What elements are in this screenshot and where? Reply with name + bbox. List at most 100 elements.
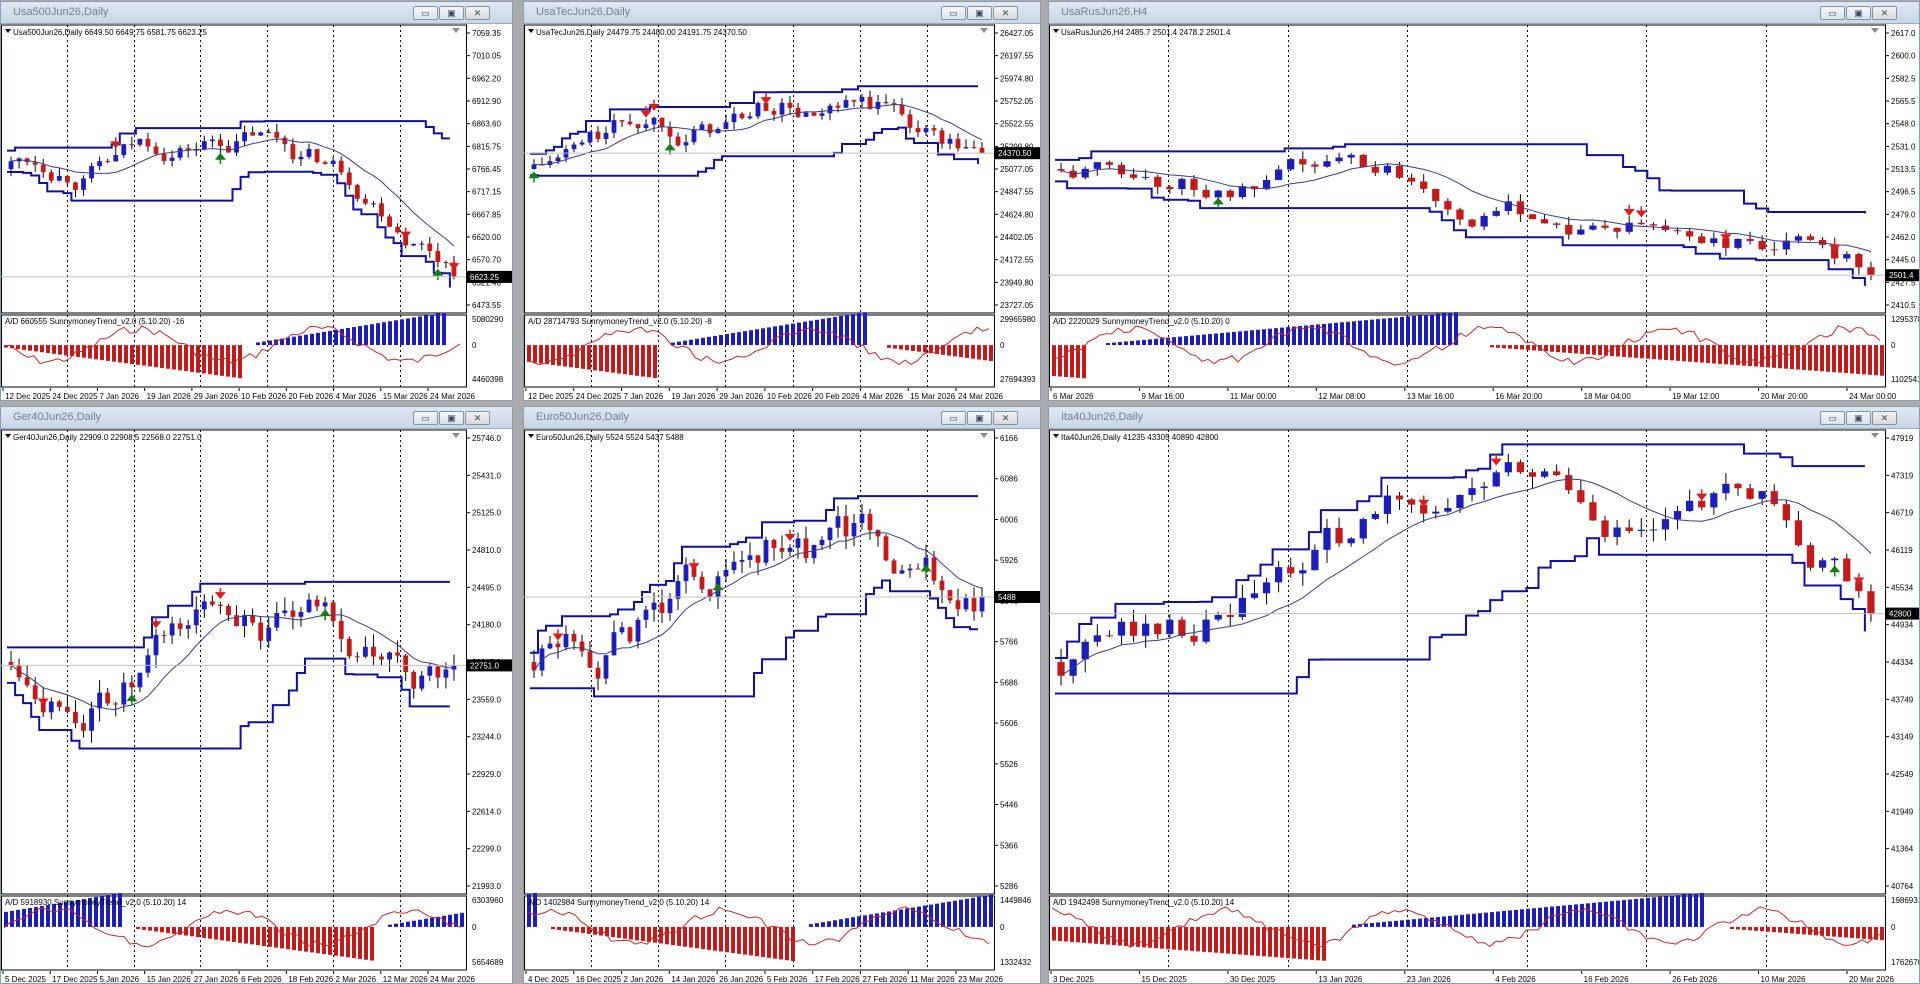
maximize-button[interactable]: ▣: [439, 411, 464, 425]
window-titlebar[interactable]: Ita40Jun26,Daily ▭ ▣ ✕: [1049, 407, 1919, 429]
chart-canvas[interactable]: 25746.0 25431.0 25125.0 24810.0 24495.0 24180…: [1, 429, 513, 984]
histogram-bar: [1700, 892, 1704, 927]
histogram-bar: [1070, 345, 1074, 378]
window-titlebar[interactable]: UsaTecJun26,Daily ▭ ▣ ✕: [524, 2, 1040, 24]
indicator-histogram: [527, 892, 993, 962]
chart-canvas[interactable]: 26427.05 26197.55 25974.80 25752.05 25522.55…: [524, 24, 1041, 401]
candle-body: [915, 568, 921, 570]
dropdown-icon: [5, 29, 11, 33]
close-button[interactable]: ✕: [465, 411, 490, 425]
window-titlebar[interactable]: UsaRusJun26,H4 ▭ ▣ ✕: [1049, 2, 1919, 24]
histogram-bar: [1346, 321, 1350, 346]
candle-body: [1081, 168, 1089, 178]
candle-body: [258, 622, 264, 641]
price-tick-label: 6766.45: [472, 165, 501, 174]
histogram-bar: [58, 345, 62, 355]
price-tick-label: 6473.55: [472, 301, 501, 310]
histogram-bar: [1802, 345, 1806, 371]
chart-canvas[interactable]: 6166608660065926584657665686560655265446…: [524, 429, 1041, 984]
histogram-bar: [1376, 319, 1380, 346]
histogram-bar: [1406, 316, 1410, 346]
candle-body: [32, 685, 38, 700]
histogram-bar: [208, 926, 212, 939]
histogram-bar: [683, 926, 687, 947]
minimize-button[interactable]: ▭: [413, 6, 438, 20]
chart-window[interactable]: Euro50Jun26,Daily▭▣✕61666086600659265846…: [523, 406, 1041, 984]
chart-canvas[interactable]: 2617.0 2600.0 2582.5 2565.5 2548.0 2531.0 2513…: [1049, 24, 1920, 401]
histogram-bar: [1730, 345, 1734, 365]
histogram-bar: [755, 329, 759, 346]
price-tick-label: 2548.0: [1891, 120, 1916, 129]
candle-body: [1275, 169, 1283, 180]
histogram-bar: [226, 345, 230, 377]
chart-window[interactable]: Ger40Jun26,Daily ▭ ▣ ✕ 25746.0 25431.0 25125.0…: [0, 406, 513, 984]
histogram-bar: [1388, 921, 1392, 927]
candle-body: [1347, 538, 1355, 544]
chart-window[interactable]: UsaRusJun26,H4 ▭ ▣ ✕ 2617.0 2600.0 2582.5 2565.…: [1048, 1, 1920, 401]
chart-canvas[interactable]: 47919 47319 46719 46119 45534 44934 44334 43749…: [1049, 429, 1920, 984]
histogram-bar: [400, 319, 404, 346]
chart-canvas[interactable]: 7059.35 7010.05 6962.20 6912.90 6863.60 6815.…: [1, 24, 513, 401]
maximize-button[interactable]: ▣: [967, 6, 992, 20]
date-tick-label: 12 Mar 2026: [383, 975, 428, 984]
candle-body: [1262, 179, 1271, 190]
maximize-button[interactable]: ▣: [1846, 6, 1871, 20]
minimize-button[interactable]: ▭: [941, 6, 966, 20]
price-tick-label: 2479.0: [1891, 210, 1916, 219]
price-tick-label: 2582.5: [1891, 74, 1916, 83]
histogram-bar: [250, 926, 254, 945]
candle-body: [346, 172, 352, 186]
candle-body: [330, 602, 336, 621]
window-titlebar[interactable]: Euro50Jun26,Daily ▭ ▣ ✕: [524, 407, 1040, 429]
histogram-bar: [1748, 926, 1752, 931]
histogram-bar: [707, 926, 711, 950]
histogram-bar: [977, 896, 981, 927]
indicator-scale-label: 0: [1891, 341, 1896, 350]
histogram-bar: [1064, 926, 1068, 942]
minimize-button[interactable]: ▭: [413, 411, 438, 425]
histogram-bar: [665, 926, 669, 945]
histogram-bar: [1550, 345, 1554, 352]
candle-body: [1407, 499, 1416, 505]
chart-window[interactable]: Ita40Jun26,Daily ▭ ▣ ✕ 47919 47319 46719 46119 4…: [1048, 406, 1920, 984]
minimize-button[interactable]: ▭: [1820, 411, 1845, 425]
minimize-button[interactable]: ▭: [1820, 6, 1845, 20]
candle-body: [1782, 240, 1790, 250]
close-button[interactable]: ✕: [993, 411, 1018, 425]
histogram-bar: [1274, 926, 1278, 958]
maximize-button[interactable]: ▣: [439, 6, 464, 20]
candle-body: [1105, 162, 1114, 165]
histogram-bar: [1514, 909, 1518, 927]
candle-body: [619, 120, 625, 122]
maximize-button[interactable]: ▣: [967, 411, 992, 425]
chart-background: [1049, 429, 1919, 983]
window-titlebar[interactable]: Ger40Jun26,Daily ▭ ▣ ✕: [1, 407, 512, 429]
close-button[interactable]: ✕: [1872, 411, 1897, 425]
histogram-bar: [1778, 926, 1782, 933]
window-titlebar[interactable]: Usa500Jun26,Daily ▭ ▣ ✕: [1, 2, 512, 24]
candle-body: [611, 120, 617, 133]
histogram-bar: [1148, 339, 1152, 346]
close-button[interactable]: ✕: [1872, 6, 1897, 20]
date-tick-label: 15 Jan 2026: [147, 975, 192, 984]
candle-body: [771, 539, 777, 549]
minimize-button[interactable]: ▭: [941, 411, 966, 425]
chart-window[interactable]: UsaTecJun26,Daily ▭ ▣ ✕ 26427.05 26197.55 2597…: [523, 1, 1041, 401]
indicator-scale-label: 0: [1891, 923, 1896, 932]
price-tick-label: 25431.0: [472, 471, 501, 480]
histogram-bar: [1448, 915, 1452, 927]
candle-body: [298, 156, 304, 160]
histogram-bar: [641, 345, 645, 377]
histogram-bar: [1424, 314, 1428, 346]
histogram-bar: [1424, 918, 1428, 927]
maximize-button[interactable]: ▣: [1846, 411, 1871, 425]
sell-arrow-icon: [1696, 489, 1708, 501]
close-button[interactable]: ✕: [465, 6, 490, 20]
close-button[interactable]: ✕: [993, 6, 1018, 20]
chart-window[interactable]: Usa500Jun26,Daily ▭ ▣ ✕ 7059.35 7010.05 6962.2…: [0, 1, 513, 401]
histogram-bar: [1856, 345, 1860, 374]
histogram-bar: [1256, 329, 1260, 346]
histogram-bar: [1394, 317, 1398, 346]
candle-body: [1395, 495, 1404, 500]
date-tick-label: 10 Mar 2026: [1761, 975, 1806, 984]
